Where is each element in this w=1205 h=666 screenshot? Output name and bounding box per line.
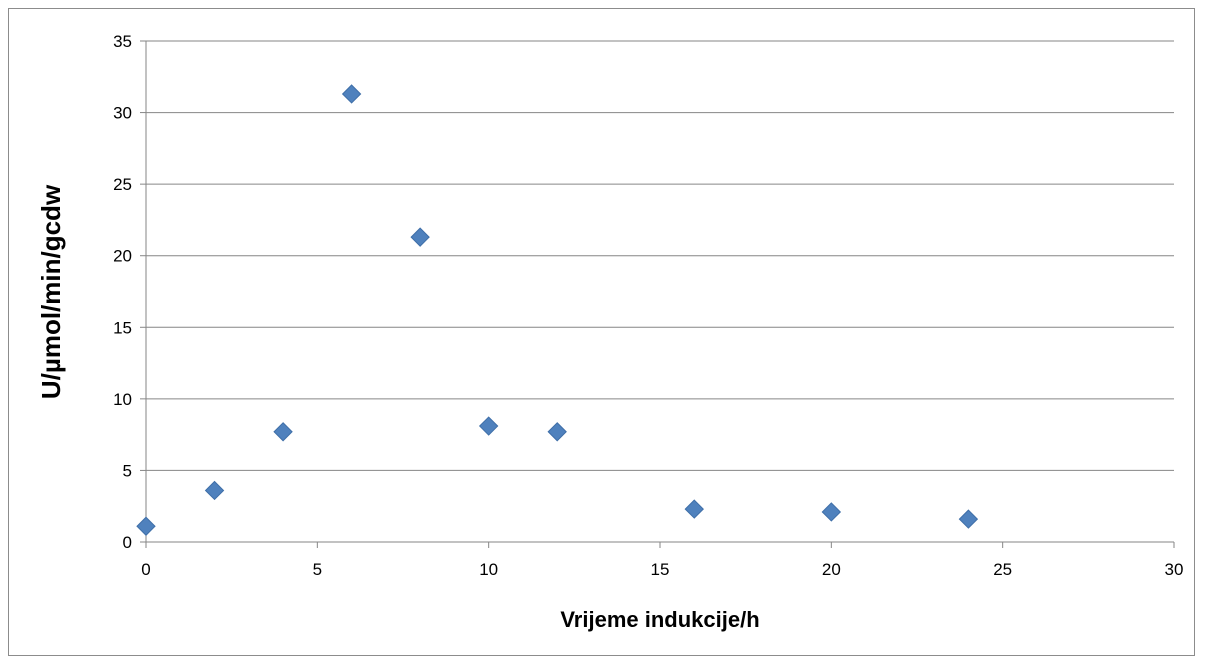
data-point-9: [958, 509, 979, 529]
x-tick-label-5: 25: [993, 560, 1012, 579]
x-tick-label-2: 10: [479, 560, 498, 579]
y-tick-label-6: 30: [113, 104, 132, 123]
x-tick-label-3: 15: [651, 560, 670, 579]
data-points: [136, 84, 979, 536]
data-point-3: [341, 84, 362, 104]
data-point-4: [410, 227, 430, 247]
chart-frame: [8, 8, 1195, 656]
data-point-6: [547, 422, 567, 442]
y-tick-label-4: 20: [113, 247, 132, 266]
x-tick-label-0: 0: [141, 560, 150, 579]
x-tick-labels: 0 5 10 15 20 25 30: [141, 560, 1183, 579]
x-tick-label-4: 20: [822, 560, 841, 579]
data-point-0: [136, 516, 156, 536]
data-point-8: [821, 502, 842, 522]
gridlines: [146, 40, 1174, 471]
y-tick-label-2: 10: [113, 390, 132, 409]
data-point-7: [684, 499, 704, 519]
data-point-1: [204, 480, 225, 501]
y-tick-label-7: 35: [113, 32, 132, 51]
y-tick-label-0: 0: [123, 533, 132, 552]
x-tick-label-6: 30: [1165, 560, 1184, 579]
axes: [140, 40, 1175, 548]
x-axis-title: Vrijeme indukcije/h: [560, 607, 759, 632]
y-tick-label-3: 15: [113, 318, 132, 337]
y-axis-title: U/µmol/min/gcdw: [36, 184, 66, 399]
y-tick-label-1: 5: [123, 461, 132, 480]
data-point-2: [273, 422, 293, 442]
y-tick-labels: 0 5 10 15 20 25 30 35: [113, 32, 132, 552]
y-tick-label-5: 25: [113, 175, 132, 194]
data-point-5: [478, 416, 499, 436]
x-tick-label-1: 5: [313, 560, 322, 579]
